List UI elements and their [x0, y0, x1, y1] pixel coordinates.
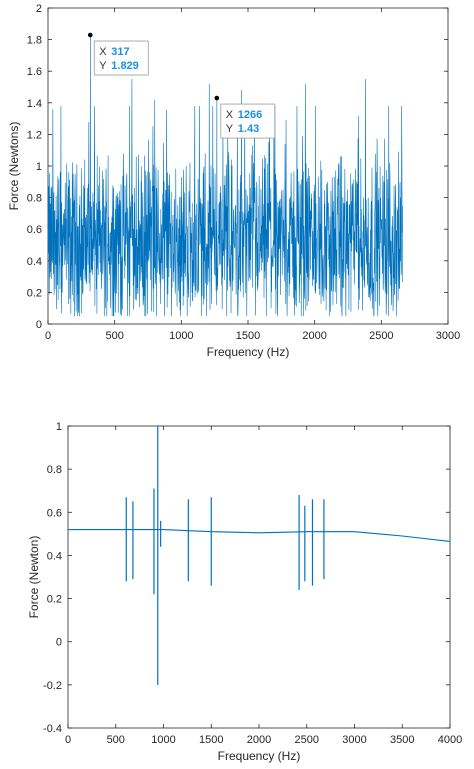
- y-tick-label: 0: [36, 319, 42, 331]
- x-tick-label: 0: [65, 734, 71, 746]
- series-line: [47, 35, 403, 317]
- chart-1: 0 500 1000 1500 2000 2500 3000 0 0.2 0.4 0.6 0.8 1 1.…: [7, 3, 460, 359]
- datatip-x-value: 317: [111, 46, 129, 58]
- x-tick-label: 1000: [169, 330, 193, 342]
- x-tick-label: 1500: [236, 330, 260, 342]
- y-tick-label: 0.8: [47, 464, 62, 476]
- x-tick-label: 3000: [436, 330, 460, 342]
- y-tick-label: 0.4: [27, 256, 42, 268]
- datatip-y-label: Y: [226, 123, 234, 135]
- y-tick-label: 0.2: [47, 594, 62, 606]
- x-axis-label: Frequency (Hz): [218, 749, 301, 763]
- x-tick-label: 3500: [390, 734, 414, 746]
- y-tick-label: 2: [36, 3, 42, 15]
- x-tick-label: 2500: [295, 734, 319, 746]
- y-tick-label: 0.6: [27, 224, 42, 236]
- datatip-x-value: 1266: [238, 109, 262, 121]
- plot-area: [67, 425, 451, 729]
- baseline-line: [68, 528, 451, 542]
- datatip-x-label: X: [99, 46, 107, 58]
- y-tick-label: -0.2: [43, 680, 62, 692]
- y-axis-label: Force (Newton): [27, 536, 41, 619]
- datatip-marker: [214, 95, 220, 101]
- y-tick-label: 1.2: [27, 129, 42, 141]
- y-tick-label: 0: [56, 637, 62, 649]
- x-axis-label: Frequency (Hz): [207, 345, 290, 359]
- x-tick-label: 2000: [302, 330, 326, 342]
- datatip-y-value: 1.43: [238, 123, 259, 135]
- y-tick-label: 1.6: [27, 66, 42, 78]
- datatip-marker: [87, 32, 93, 38]
- y-tick-label: 0.8: [27, 193, 42, 205]
- y-tick-label: 0.6: [47, 507, 62, 519]
- y-axis-label: Force (Newtons): [7, 122, 21, 211]
- x-tick-label: 2500: [369, 330, 393, 342]
- x-tick-label: 4000: [438, 734, 462, 746]
- datatip-y-value: 1.829: [111, 60, 139, 72]
- x-tick-label: 500: [105, 330, 123, 342]
- y-tick-label: -0.4: [43, 723, 62, 735]
- x-tick-label: 0: [45, 330, 51, 342]
- y-tick-label: 0.2: [27, 287, 42, 299]
- x-tick-label: 500: [107, 734, 125, 746]
- x-tick-label: 2000: [247, 734, 271, 746]
- y-tick-label: 1: [36, 161, 42, 173]
- x-tick-label: 3000: [342, 734, 366, 746]
- y-tick-label: 1.4: [27, 98, 42, 110]
- x-tick-label: 1000: [151, 734, 175, 746]
- datatip-y-label: Y: [99, 60, 107, 72]
- y-tick-label: 1.8: [27, 35, 42, 47]
- datatip-box: [220, 103, 276, 139]
- datatip-box: [93, 40, 149, 76]
- y-tick-label: 1: [56, 421, 62, 433]
- y-tick-label: 0.4: [47, 550, 62, 562]
- datatip-x-label: X: [226, 109, 234, 121]
- chart-2: 0 500 1000 1500 2000 2500 3000 3500 4000 -0.4 -0.2…: [27, 421, 462, 763]
- x-tick-label: 1500: [199, 734, 223, 746]
